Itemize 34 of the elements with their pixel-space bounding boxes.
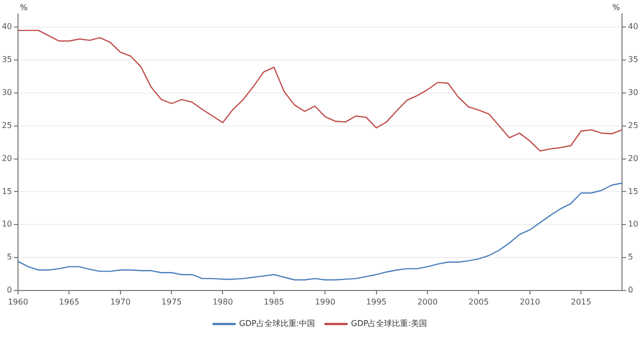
x-tick-label: 1990	[314, 297, 336, 306]
x-tick-label: 1965	[59, 297, 80, 306]
y-axis-title: %	[20, 3, 28, 12]
x-tick-label: 1960	[8, 297, 28, 306]
x-tick-label: 1980	[212, 297, 233, 306]
y-tick-label: 10	[2, 220, 12, 229]
y-tick-label: 25	[2, 120, 12, 130]
x-tick-label: 1995	[366, 297, 386, 306]
y-tick-label: 20	[2, 154, 12, 163]
y2-tick-label: 20	[628, 154, 638, 163]
x-tick-label: 2010	[520, 297, 540, 306]
x-tick-label: 1985	[264, 297, 284, 306]
y2-tick-label: 35	[628, 55, 638, 64]
y-tick-label: 40	[2, 22, 12, 32]
x-tick-label: 2015	[570, 297, 592, 306]
y2-tick-label: 10	[628, 220, 638, 229]
y2-tick-label: 40	[628, 22, 638, 32]
y2-axis-title: %	[612, 3, 620, 12]
y-tick-label: 0	[6, 285, 12, 294]
y-tick-label: 15	[2, 186, 12, 196]
y2-tick-label: 30	[628, 88, 638, 98]
x-tick-label: 1970	[110, 297, 131, 306]
y-tick-label: 35	[2, 55, 12, 64]
legend-label: GDP占全球比重:中国	[239, 319, 316, 328]
y-tick-label: 5	[6, 252, 12, 262]
y2-tick-label: 25	[628, 120, 638, 130]
x-tick-label: 2005	[468, 297, 489, 306]
y-tick-label: 30	[2, 88, 12, 98]
x-tick-label: 1975	[161, 297, 182, 306]
y2-tick-label: 0	[628, 285, 634, 294]
y2-tick-label: 15	[628, 186, 638, 196]
y2-tick-label: 5	[628, 252, 634, 262]
x-tick-label: 2000	[417, 297, 438, 306]
legend-label: GDP占全球比重:美国	[351, 319, 427, 328]
